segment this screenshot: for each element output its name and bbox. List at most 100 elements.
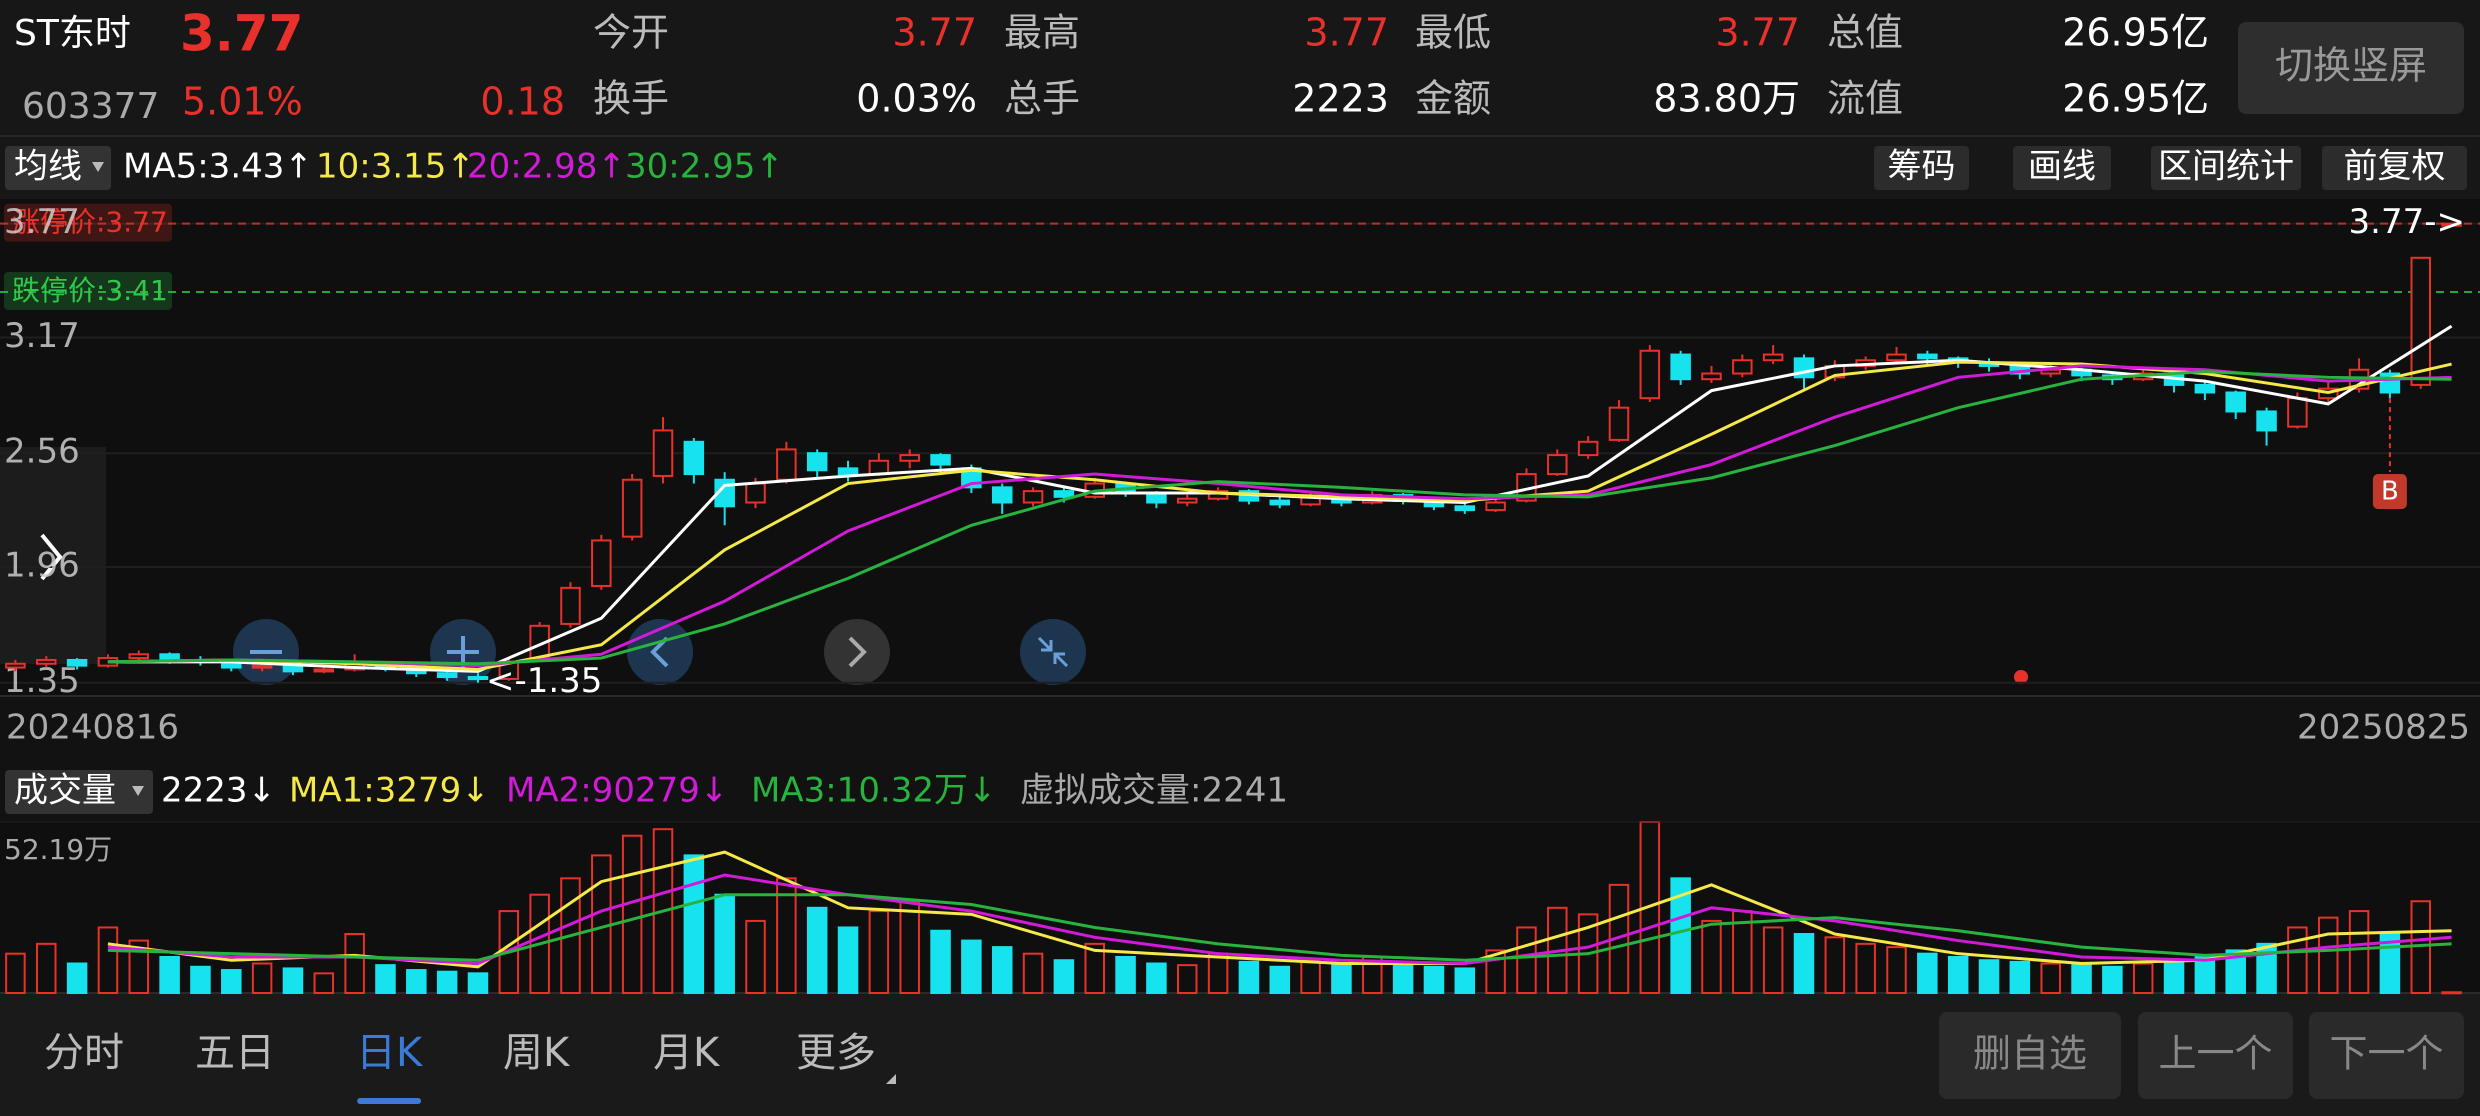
candle-body [1269,499,1291,506]
tool-button-label[interactable]: 画线 [2028,147,2096,187]
candle-body [66,658,88,667]
indicator-button[interactable] [5,146,111,190]
quote-value: 83.80万 [1653,77,1800,121]
volume-button[interactable] [5,770,153,814]
quote-value: 0.03% [856,77,977,121]
volume-bar [1917,952,1938,995]
price-bg [0,199,2480,696]
candle-body [868,459,890,476]
candle-body [2287,397,2308,428]
tool-button[interactable] [2013,146,2111,190]
candle-body [5,662,26,669]
candle-body [2441,222,2462,227]
candle-body [1176,497,1198,504]
action-button[interactable] [2309,1012,2464,1099]
tool-button-label[interactable]: 筹码 [1888,147,1956,187]
tab[interactable]: 月K [653,1030,721,1076]
candle-body [2225,391,2246,413]
candle-body [621,478,643,538]
high-label: 3.77-> [2349,202,2465,242]
switch-button-label[interactable]: 切换竖屏 [2275,44,2427,88]
candle-body [1886,353,1907,362]
volume-bar [591,854,612,995]
tab[interactable]: 分时 [44,1030,124,1076]
volume-bar [1855,942,1876,995]
action-button[interactable] [1939,1012,2121,1099]
y-tick-label: 2.56 [4,432,80,472]
volume-bar [1238,960,1260,995]
volume-bar [2194,955,2216,995]
dropdown-icon [132,786,144,796]
volume-bar [621,834,643,995]
quote-value: 26.95亿 [2062,77,2209,121]
candle-body [159,653,180,661]
indicator-label[interactable]: 均线 [14,147,82,187]
tab[interactable]: 五日 [195,1030,275,1076]
y-tick-label: 1.96 [4,546,80,586]
legend-entry: MA5:3.43↑ [123,147,313,187]
action-label[interactable]: 上一个 [2158,1032,2272,1076]
date-start: 20240816 [6,708,179,748]
volume-bar [806,906,828,995]
ref-label-bg [4,203,172,242]
volume-bar [1176,964,1198,995]
ma-line [107,370,2452,666]
volume-bar [1084,942,1105,995]
volume-bar [1670,877,1691,995]
change: 0.18 [480,80,565,124]
quote-value: 26.95亿 [2062,11,2209,55]
legend-entry: MA2:90279↓ [506,771,728,811]
ma-line [107,850,2452,969]
volume-bar [251,962,273,995]
volume-bar [2256,942,2277,995]
quote-label: 今开 [593,11,669,55]
action-label[interactable]: 下一个 [2329,1032,2443,1076]
tab[interactable]: 周K [503,1030,571,1076]
volume-bar [2102,965,2123,995]
reset-zoom[interactable] [1020,619,1086,685]
action-button[interactable] [2138,1012,2293,1099]
candle-body [36,658,57,665]
icon [848,636,867,668]
tool-button[interactable] [1874,146,1969,190]
tool-button[interactable] [2151,146,2301,190]
quote-value: 3.77 [892,11,977,55]
candle-body [1577,440,1599,457]
icon [1037,636,1069,668]
volume-bar [1115,955,1136,995]
side-tab[interactable] [0,447,106,664]
volume-bar [2287,926,2308,995]
volume-bar [66,962,88,995]
candle-body [313,668,335,673]
volume-bar [1423,965,1445,995]
event-dot [2014,670,2028,684]
volume-title[interactable]: 成交量 [14,771,116,811]
volume-bar [1146,962,1167,995]
stock-name: ST东时 [14,13,131,54]
scroll-right[interactable] [824,619,890,685]
volume-bar [1392,962,1414,995]
volume-bar [159,955,180,995]
tab[interactable]: 日K [356,1030,424,1076]
quote-label: 总值 [1827,11,1903,55]
tool-button-label[interactable]: 区间统计 [2158,147,2294,187]
candle-body [436,672,458,679]
candle-body [591,539,612,587]
candle-body [282,664,304,673]
switch-button[interactable] [2238,22,2464,114]
action-label[interactable]: 删自选 [1973,1032,2087,1076]
volume-bar [2317,916,2339,995]
volume-bar [2009,960,2031,995]
volume-bar [221,969,242,995]
volume-bar [2071,964,2092,995]
tool-button[interactable] [2322,146,2467,190]
ref-label: 涨停价:3.77 [12,206,168,239]
candle-body [1670,353,1691,381]
volume-bar [1824,936,1846,995]
volume-bar [1022,952,1044,995]
tool-button-label[interactable]: 前复权 [2344,147,2446,187]
volume-bar [1701,919,1722,995]
volume-bar [2441,991,2462,995]
tab[interactable]: 更多 [796,1030,876,1076]
